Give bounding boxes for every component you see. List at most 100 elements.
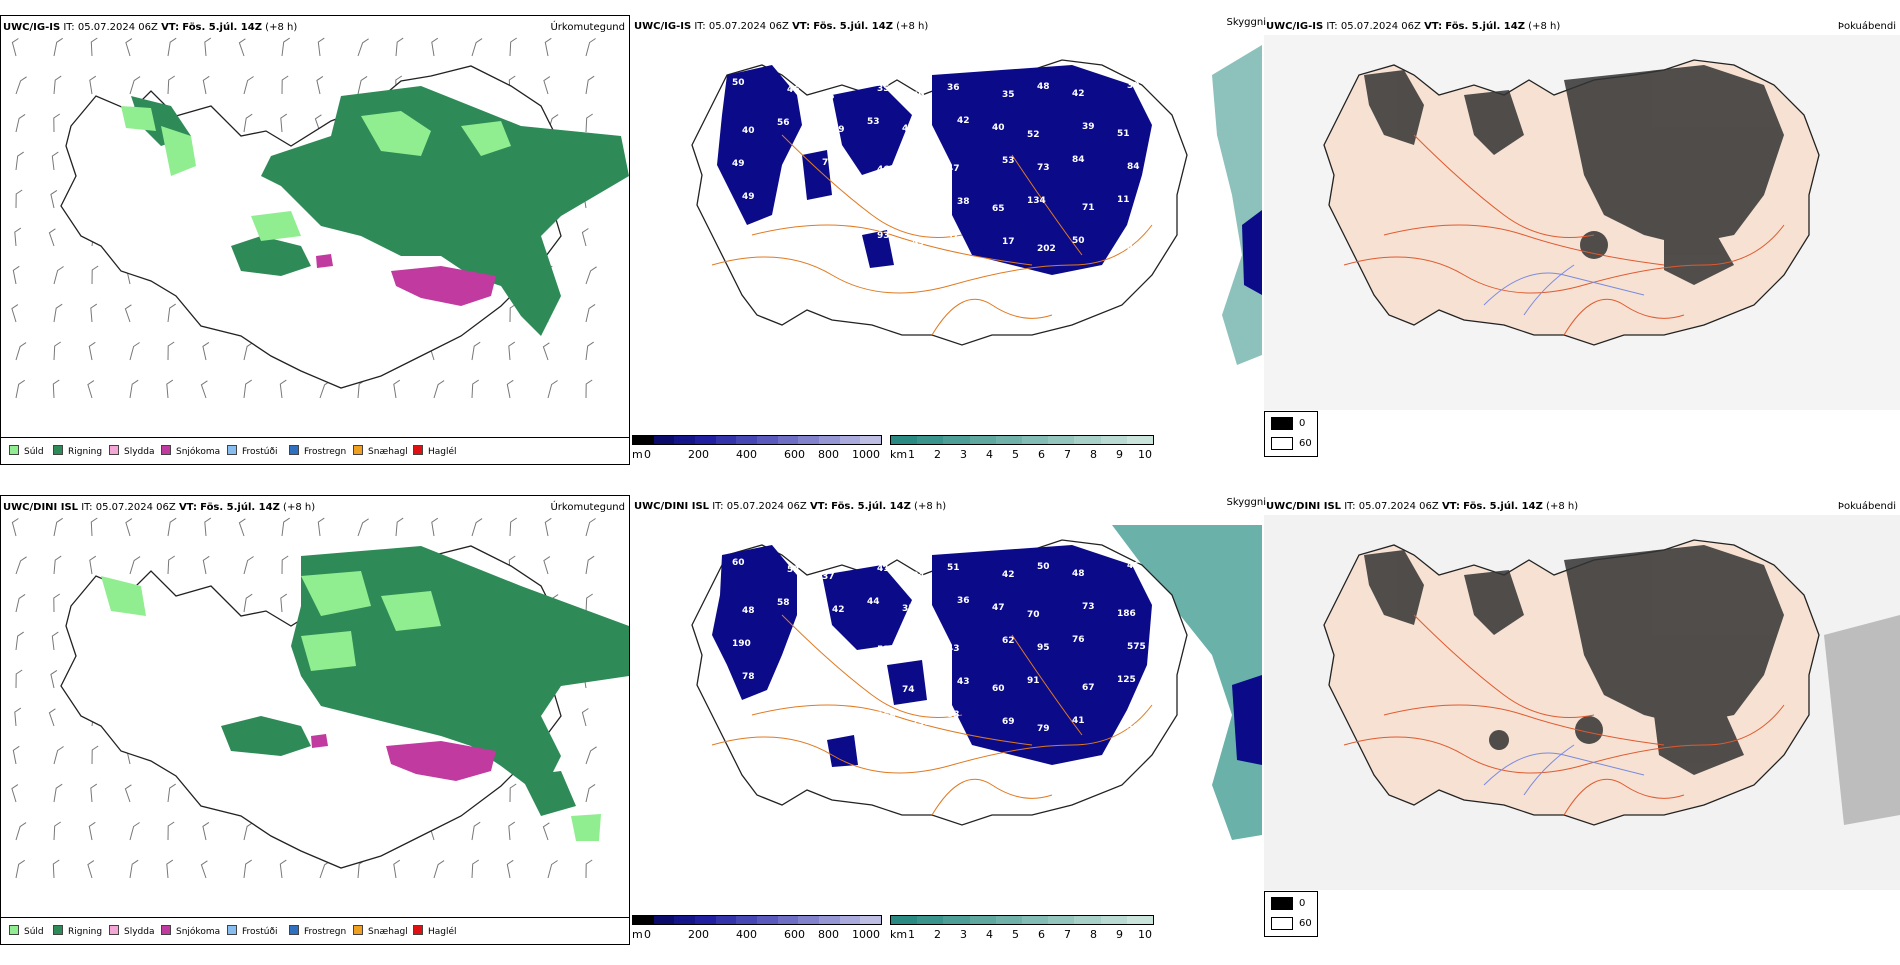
cloud-base-label: 91 xyxy=(1027,676,1040,686)
init-time: IT: 05.07.2024 06Z xyxy=(1326,21,1421,32)
cloud-base-label: 70 xyxy=(822,158,835,168)
cloud-base-label: 49 xyxy=(732,159,745,169)
cloud-base-label: 35 xyxy=(902,604,915,614)
ceiling-tick: 200 xyxy=(688,928,709,941)
ceiling-colorbar: m 0 200 400 600 800 1000 xyxy=(632,915,882,945)
wind-barb xyxy=(129,859,139,879)
visibility-tick: 5 xyxy=(1012,448,1019,461)
wind-barb xyxy=(91,265,99,285)
wind-barb xyxy=(585,113,593,133)
init-time: IT: 05.07.2024 06Z xyxy=(712,501,807,512)
cloud-base-label: 107 xyxy=(777,280,796,290)
wind-barb xyxy=(53,821,61,841)
roads xyxy=(1343,614,1785,816)
wind-barb xyxy=(506,859,514,879)
roads xyxy=(711,614,1153,816)
legend-swatch xyxy=(161,445,171,455)
visibility-colorbar: km 1 2 3 4 5 6 7 8 9 10 xyxy=(890,915,1154,945)
fog-map xyxy=(1264,515,1900,890)
legend-item-sudl: Súld xyxy=(9,925,44,937)
legend-swatch xyxy=(413,925,423,935)
visibility-tick: 10 xyxy=(1138,928,1152,941)
legend-swatch xyxy=(109,445,119,455)
wind-barb xyxy=(53,783,63,803)
legend-item-haglel: Haglél xyxy=(413,925,457,937)
precip-snow xyxy=(311,734,496,781)
lead-time: (+8 h) xyxy=(896,21,929,32)
cloud-base-label: 187 xyxy=(787,712,806,722)
legend-label: Súld xyxy=(24,927,44,937)
wind-barb xyxy=(316,75,324,95)
cloud-base-label: 50 xyxy=(1037,562,1050,572)
wind-barb xyxy=(585,593,593,613)
wind-barb xyxy=(53,341,61,361)
visibility-bar xyxy=(890,435,1154,445)
wind-barb xyxy=(129,379,139,399)
cloud-base-label: 53 xyxy=(947,710,960,720)
wind-barb xyxy=(471,518,483,537)
visibility-tick: 7 xyxy=(1064,928,1071,941)
fog-legend-label: 0 xyxy=(1299,898,1306,909)
wind-barb xyxy=(471,341,481,361)
wind-barb xyxy=(15,822,27,841)
cloud-base-label: 65 xyxy=(992,204,1005,214)
cloud-base-label: 54 xyxy=(867,678,880,688)
wind-barb xyxy=(129,342,140,361)
wind-barb xyxy=(87,860,95,879)
cloud-base-label: 58 xyxy=(777,598,790,608)
fog-legend: 0 60 xyxy=(1264,411,1318,457)
wind-barb xyxy=(124,784,132,803)
rivers xyxy=(1483,264,1645,316)
visibility-tick: 3 xyxy=(960,928,967,941)
cloud-base-label: 53 xyxy=(822,719,835,729)
cloud-base-label: 53 xyxy=(777,679,790,689)
wind-barb xyxy=(243,556,254,575)
wind-barb xyxy=(129,556,141,575)
panel-title: UWC/DINI ISL IT: 05.07.2024 06Z VT: Fös.… xyxy=(634,501,946,512)
valid-time-label: VT: xyxy=(178,502,197,513)
wind-barb xyxy=(581,708,589,727)
wind-barb xyxy=(585,341,594,361)
sea-visibility xyxy=(1212,45,1262,365)
wind-barb xyxy=(204,517,212,537)
visibility-map: 50 46 45 35 59 36 35 48 42 39 40 56 39 53 45 42 40 52 39 51… xyxy=(691,45,1262,365)
panel-name: Þokuábendi xyxy=(1837,501,1896,512)
valid-time: Fös. 5.júl. 14Z xyxy=(813,21,893,32)
wind-barb xyxy=(279,859,287,879)
wind-barb xyxy=(50,189,58,209)
fog-map xyxy=(1264,35,1900,410)
cloud-base-label: 52 xyxy=(877,645,890,655)
cloud-base-label: 69 xyxy=(1002,717,1015,727)
ceiling-tick: 800 xyxy=(818,928,839,941)
precip-snow xyxy=(316,254,496,306)
legend-label: Frostúði xyxy=(242,927,278,937)
lead-time: (+8 h) xyxy=(265,22,298,33)
cloud-base-label: 76 xyxy=(1072,635,1085,645)
fog-swatch-60 xyxy=(1271,437,1293,450)
wind-barb xyxy=(51,631,59,651)
cloud-base-label: 51 xyxy=(1117,129,1130,139)
wind-barb xyxy=(508,341,516,361)
cloud-base-label: 35 xyxy=(877,84,890,94)
wind-barb xyxy=(48,708,56,727)
wind-barb xyxy=(166,859,174,879)
wind-barb xyxy=(202,821,210,841)
wind-barb xyxy=(87,380,95,399)
legend-swatch xyxy=(9,445,19,455)
wind-barb xyxy=(15,113,26,133)
cloud-base-label: 125 xyxy=(1117,675,1136,685)
wind-barb xyxy=(508,821,516,841)
ceiling-bar xyxy=(632,435,882,445)
wind-barb xyxy=(15,189,23,209)
wind-barb xyxy=(357,75,368,95)
cloud-base-label: 40 xyxy=(742,126,755,136)
cloud-base-label: 56 xyxy=(787,166,800,176)
wind-barb xyxy=(14,707,22,727)
cloud-base-label: 43 xyxy=(957,677,970,687)
cloud-base-label: 41 xyxy=(877,564,890,574)
wind-barb xyxy=(431,37,439,57)
roads xyxy=(711,134,1153,336)
wind-barb xyxy=(471,859,479,879)
ceiling-tick: 0 xyxy=(644,448,651,461)
visibility-tick: 3 xyxy=(960,448,967,461)
